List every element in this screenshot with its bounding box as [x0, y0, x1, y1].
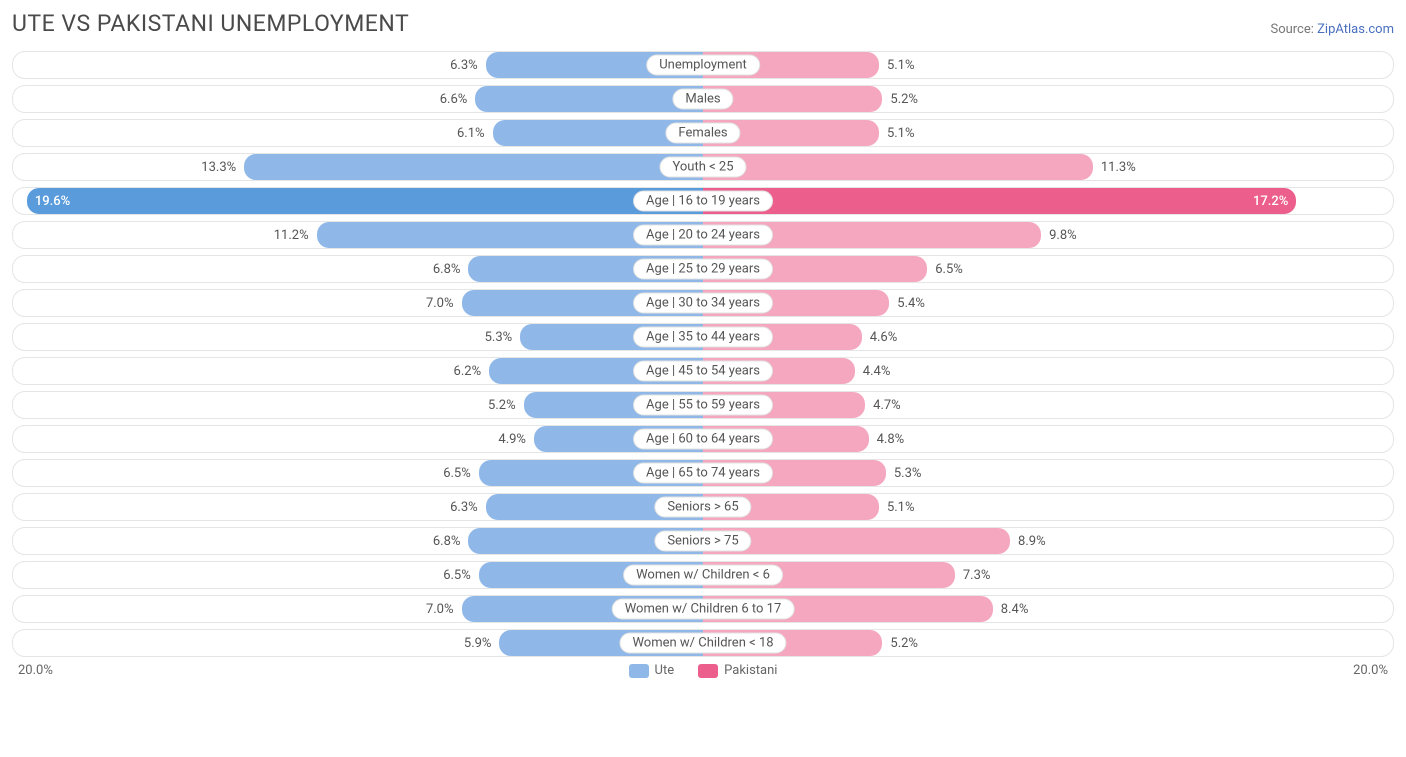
bar-value-left: 6.1% — [457, 126, 493, 141]
row-label: Women w/ Children 6 to 17 — [612, 599, 795, 620]
bar-value-right: 8.9% — [1010, 534, 1046, 549]
chart-row: 7.0% 5.4% Age | 30 to 34 years — [12, 289, 1394, 317]
chart-row: 6.2% 4.4% Age | 45 to 54 years — [12, 357, 1394, 385]
bar-value-right: 5.1% — [879, 58, 915, 73]
row-label: Females — [665, 123, 740, 144]
chart-row: 6.8% 8.9% Seniors > 75 — [12, 527, 1394, 555]
bar-value-right: 4.6% — [862, 330, 898, 345]
row-label: Age | 60 to 64 years — [633, 429, 773, 450]
chart-row: 5.3% 4.6% Age | 35 to 44 years — [12, 323, 1394, 351]
bar-value-left: 6.8% — [433, 262, 469, 277]
bar-value-left: 5.2% — [488, 398, 524, 413]
chart-source: Source: ZipAtlas.com — [1270, 22, 1394, 37]
bar-value-left: 4.9% — [498, 432, 534, 447]
source-link[interactable]: ZipAtlas.com — [1317, 22, 1394, 37]
legend-item-left: Ute — [629, 663, 675, 678]
legend-swatch-right — [698, 664, 718, 678]
row-label: Unemployment — [646, 55, 760, 76]
bar-left: 6.6% — [475, 86, 703, 112]
chart-row: 13.3%11.3%Youth < 25 — [12, 153, 1394, 181]
chart-title: UTE VS PAKISTANI UNEMPLOYMENT — [12, 10, 409, 37]
chart-row: 6.6% 5.2% Males — [12, 85, 1394, 113]
bar-value-right: 6.5% — [927, 262, 963, 277]
bar-value-right: 5.1% — [879, 126, 915, 141]
bar-value-right: 5.4% — [889, 296, 925, 311]
bar-left: 19.6% — [27, 188, 703, 214]
legend-label-left: Ute — [655, 663, 675, 678]
row-label: Age | 55 to 59 years — [633, 395, 773, 416]
row-label: Women w/ Children < 18 — [619, 633, 786, 654]
row-label: Age | 25 to 29 years — [633, 259, 773, 280]
legend-swatch-left — [629, 664, 649, 678]
row-label: Age | 35 to 44 years — [633, 327, 773, 348]
row-label: Males — [672, 89, 733, 110]
chart-row: 11.2% 9.8% Age | 20 to 24 years — [12, 221, 1394, 249]
bar-value-left: 6.5% — [443, 466, 479, 481]
chart-axis: 20.0% Ute Pakistani 20.0% — [12, 663, 1394, 678]
chart-row: 5.2% 4.7% Age | 55 to 59 years — [12, 391, 1394, 419]
bar-value-left: 6.5% — [443, 568, 479, 583]
axis-left-max: 20.0% — [18, 663, 53, 678]
chart-row: 6.5% 5.3% Age | 65 to 74 years — [12, 459, 1394, 487]
bar-value-left: 5.9% — [464, 636, 500, 651]
bar-value-right: 5.1% — [879, 500, 915, 515]
row-label: Age | 16 to 19 years — [633, 191, 773, 212]
bar-right: 11.3% — [703, 154, 1093, 180]
row-label: Age | 45 to 54 years — [633, 361, 773, 382]
bar-value-right: 4.7% — [865, 398, 901, 413]
bar-value-left: 7.0% — [426, 296, 462, 311]
bar-value-left: 19.6% — [27, 194, 78, 209]
bar-value-left: 11.2% — [274, 228, 317, 243]
chart-row: 6.5% 7.3% Women w/ Children < 6 — [12, 561, 1394, 589]
row-label: Seniors > 75 — [654, 531, 751, 552]
chart-row: 19.6% 17.2% Age | 16 to 19 years — [12, 187, 1394, 215]
chart-legend: Ute Pakistani — [629, 663, 778, 678]
row-label: Women w/ Children < 6 — [623, 565, 783, 586]
legend-item-right: Pakistani — [698, 663, 777, 678]
bar-value-left: 6.3% — [450, 58, 486, 73]
bar-value-left: 13.3% — [201, 160, 244, 175]
bar-value-right: 4.4% — [855, 364, 891, 379]
bar-value-left: 6.2% — [454, 364, 490, 379]
bar-value-left: 6.3% — [450, 500, 486, 515]
bar-value-left: 6.6% — [440, 92, 476, 107]
chart-row: 6.3% 5.1% Seniors > 65 — [12, 493, 1394, 521]
legend-label-right: Pakistani — [724, 663, 777, 678]
chart-row: 4.9% 4.8% Age | 60 to 64 years — [12, 425, 1394, 453]
bar-left: 13.3% — [244, 154, 703, 180]
bar-value-left: 7.0% — [426, 602, 462, 617]
row-label: Age | 20 to 24 years — [633, 225, 773, 246]
axis-right-max: 20.0% — [1353, 663, 1388, 678]
bar-value-right: 17.2% — [1245, 194, 1296, 209]
bar-value-right: 5.2% — [882, 636, 918, 651]
bar-value-left: 6.8% — [433, 534, 469, 549]
bar-value-right: 5.3% — [886, 466, 922, 481]
bar-value-right: 4.8% — [869, 432, 905, 447]
bar-value-right: 11.3% — [1093, 160, 1136, 175]
chart-row: 6.1% 5.1% Females — [12, 119, 1394, 147]
bar-right: 17.2% — [703, 188, 1296, 214]
source-prefix: Source: — [1270, 22, 1317, 37]
row-label: Age | 65 to 74 years — [633, 463, 773, 484]
bar-value-right: 5.2% — [882, 92, 918, 107]
diverging-bar-chart: 6.3% 5.1% Unemployment 6.6% 5.2% Males 6.1% 5.1… — [12, 51, 1394, 657]
row-label: Youth < 25 — [659, 157, 746, 178]
chart-header: UTE VS PAKISTANI UNEMPLOYMENT Source: Zi… — [12, 10, 1394, 37]
bar-value-right: 8.4% — [993, 602, 1029, 617]
row-label: Seniors > 65 — [654, 497, 751, 518]
chart-row: 6.3% 5.1% Unemployment — [12, 51, 1394, 79]
chart-row: 5.9% 5.2% Women w/ Children < 18 — [12, 629, 1394, 657]
bar-value-left: 5.3% — [485, 330, 521, 345]
chart-row: 6.8% 6.5% Age | 25 to 29 years — [12, 255, 1394, 283]
chart-row: 7.0% 8.4% Women w/ Children 6 to 17 — [12, 595, 1394, 623]
bar-value-right: 7.3% — [955, 568, 991, 583]
row-label: Age | 30 to 34 years — [633, 293, 773, 314]
bar-value-right: 9.8% — [1041, 228, 1077, 243]
